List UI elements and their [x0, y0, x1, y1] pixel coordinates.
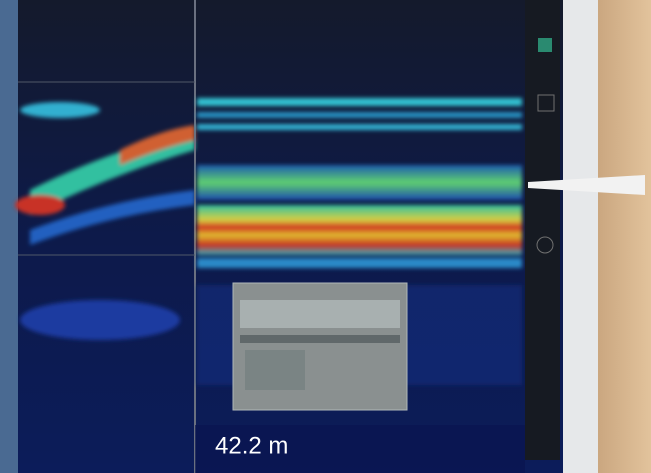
bezel	[558, 0, 598, 473]
dialog-toolbar	[240, 300, 400, 328]
depth-readout: 42.2 m	[215, 432, 288, 459]
tool-icon	[538, 38, 552, 52]
status-bar	[195, 425, 525, 473]
wall	[595, 0, 651, 473]
sonar-left	[15, 102, 195, 340]
tool-icon	[536, 236, 554, 254]
pointer	[528, 175, 645, 195]
dialog-slider	[240, 335, 400, 343]
toolbar	[525, 0, 560, 460]
dialog-fields	[245, 350, 305, 390]
tool-icon	[537, 94, 555, 112]
